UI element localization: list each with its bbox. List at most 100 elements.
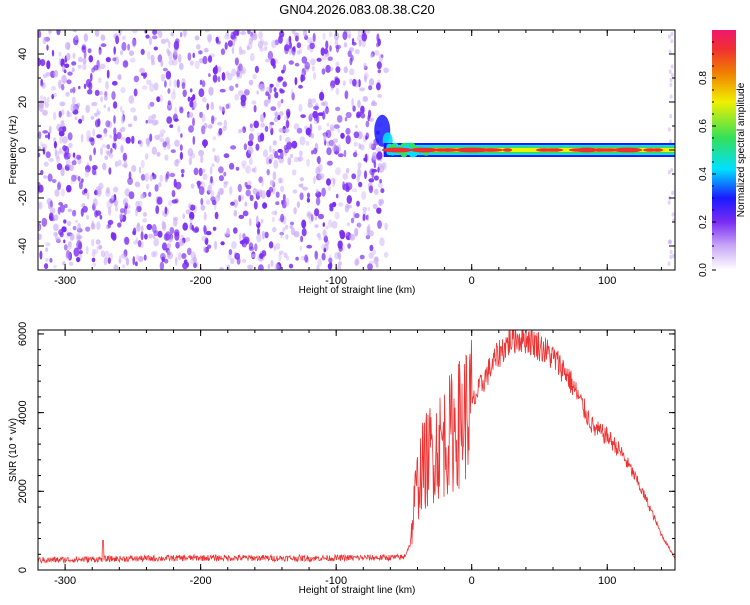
noise-speckle xyxy=(71,174,77,182)
ridge-peak xyxy=(541,148,564,152)
noise-speckle xyxy=(270,106,277,111)
noise-speckle xyxy=(285,255,290,261)
noise-speckle xyxy=(311,98,317,104)
ridge-peak xyxy=(502,148,513,152)
noise-speckle xyxy=(107,257,111,265)
noise-speckle xyxy=(83,33,89,42)
noise-speckle xyxy=(187,96,191,102)
noise-speckle xyxy=(162,141,167,148)
noise-speckle xyxy=(153,238,160,247)
noise-speckle xyxy=(329,127,335,132)
noise-speckle xyxy=(112,57,117,62)
noise-speckle xyxy=(671,212,675,217)
noise-speckle xyxy=(218,128,223,136)
noise-speckle xyxy=(176,79,180,88)
noise-speckle xyxy=(278,252,282,262)
noise-speckle xyxy=(113,46,116,55)
noise-speckle xyxy=(346,167,350,174)
noise-speckle xyxy=(77,235,81,241)
noise-speckle xyxy=(317,125,322,131)
noise-speckle xyxy=(368,142,374,150)
noise-speckle xyxy=(76,154,82,160)
noise-speckle xyxy=(669,254,673,260)
noise-speckle xyxy=(342,173,348,180)
noise-speckle xyxy=(200,155,204,164)
noise-speckle xyxy=(119,50,124,56)
noise-speckle xyxy=(263,99,269,107)
noise-speckle xyxy=(165,231,171,241)
noise-speckle xyxy=(181,173,184,178)
noise-speckle xyxy=(87,89,93,95)
noise-speckle xyxy=(223,171,227,177)
noise-speckle xyxy=(156,96,161,103)
noise-speckle xyxy=(230,258,235,265)
noise-speckle xyxy=(103,257,108,266)
noise-speckle xyxy=(231,68,237,77)
noise-speckle xyxy=(105,57,111,63)
noise-speckle xyxy=(151,251,156,258)
noise-speckle xyxy=(158,30,163,38)
noise-speckle xyxy=(68,142,73,149)
noise-speckle xyxy=(65,159,71,168)
noise-speckle xyxy=(359,254,365,260)
noise-speckle xyxy=(167,249,171,258)
noise-speckle xyxy=(258,31,263,40)
noise-speckle xyxy=(228,85,234,91)
noise-speckle xyxy=(202,55,208,65)
noise-speckle xyxy=(256,233,262,243)
noise-speckle xyxy=(365,120,370,128)
noise-speckle xyxy=(345,135,351,145)
noise-speckle xyxy=(351,173,357,180)
noise-speckle xyxy=(249,194,254,202)
noise-speckle xyxy=(107,222,112,229)
noise-speckle xyxy=(346,222,351,227)
noise-speckle xyxy=(162,67,168,72)
noise-speckle xyxy=(272,171,277,181)
noise-speckle xyxy=(364,74,367,83)
noise-speckle xyxy=(314,250,319,260)
noise-speckle xyxy=(204,30,210,33)
noise-speckle xyxy=(72,152,76,158)
noise-speckle xyxy=(226,227,231,237)
noise-speckle xyxy=(96,221,101,231)
noise-speckle xyxy=(248,218,252,227)
noise-speckle xyxy=(76,235,83,240)
noise-speckle xyxy=(61,83,65,91)
noise-speckle xyxy=(72,30,77,33)
noise-speckle xyxy=(254,243,258,252)
noise-speckle xyxy=(321,68,326,75)
noise-speckle xyxy=(83,83,87,89)
noise-speckle xyxy=(170,149,176,154)
noise-speckle xyxy=(48,157,54,163)
noise-speckle xyxy=(120,87,126,94)
noise-speckle xyxy=(38,201,41,210)
noise-speckle xyxy=(64,203,68,209)
noise-speckle xyxy=(178,62,184,71)
noise-speckle xyxy=(146,183,150,190)
noise-speckle xyxy=(352,78,357,87)
noise-speckle xyxy=(322,229,327,238)
noise-speckle xyxy=(186,262,190,268)
noise-speckle xyxy=(369,244,374,252)
noise-speckle xyxy=(269,83,274,88)
noise-speckle xyxy=(117,74,121,80)
noise-speckle xyxy=(193,167,199,176)
noise-speckle xyxy=(63,244,68,251)
noise-speckle xyxy=(349,57,353,66)
noise-speckle xyxy=(376,207,382,214)
noise-speckle xyxy=(120,136,127,141)
noise-speckle xyxy=(272,227,277,233)
noise-speckle xyxy=(241,66,247,75)
noise-speckle xyxy=(86,129,91,139)
noise-speckle xyxy=(259,253,264,259)
noise-speckle xyxy=(667,127,671,132)
noise-speckle xyxy=(326,147,332,156)
noise-speckle xyxy=(68,241,72,248)
noise-speckle xyxy=(306,192,311,199)
noise-speckle xyxy=(189,88,193,93)
noise-speckle xyxy=(262,230,265,240)
noise-speckle xyxy=(66,220,72,227)
noise-speckle xyxy=(60,188,66,197)
noise-speckle xyxy=(201,113,206,123)
noise-speckle xyxy=(207,55,213,63)
